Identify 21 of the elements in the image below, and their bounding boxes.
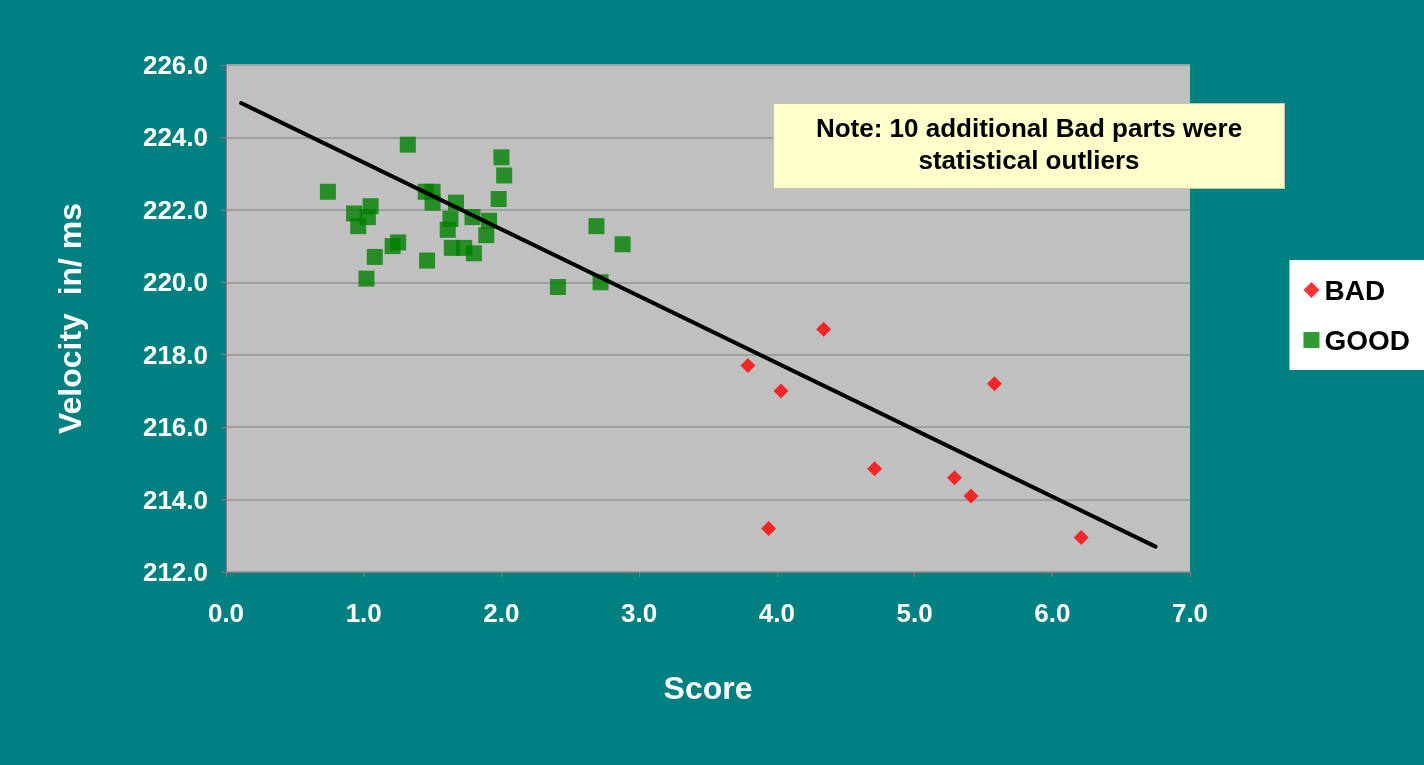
x-axis-title: Score [663,670,753,706]
legend-label: GOOD [1324,324,1410,356]
legend-label: BAD [1324,274,1386,306]
y-axis-title: Velocity in/ ms [52,202,88,435]
y-tick-label: 218.0 [142,339,208,370]
y-tick-label: 222.0 [142,194,208,225]
y-tick-label: 226.0 [142,50,208,80]
y-tick-label: 224.0 [142,122,208,153]
y-tick-label: 212.0 [142,557,208,587]
x-tick-label: 5.0 [896,598,933,628]
x-tick-label: 4.0 [758,598,795,628]
x-tick-label: 2.0 [483,598,520,628]
x-tick-label: 3.0 [621,598,658,628]
x-tick-label: 6.0 [1034,598,1071,628]
x-tick-label: 1.0 [345,598,382,628]
x-tick-label: 0.0 [207,598,245,628]
x-tick-label: 7.0 [1171,598,1209,628]
y-tick-label: 214.0 [142,484,208,515]
y-tick-label: 220.0 [142,267,208,298]
y-tick-label: 216.0 [142,412,208,443]
note-box: Note: 10 additional Bad parts were statistical outliers [773,103,1285,189]
